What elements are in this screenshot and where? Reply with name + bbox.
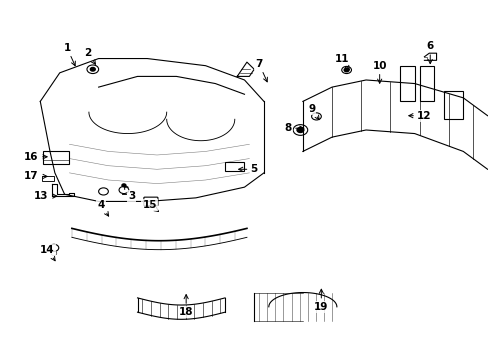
- Circle shape: [296, 127, 303, 132]
- Text: 13: 13: [34, 191, 57, 201]
- Text: 1: 1: [63, 43, 75, 66]
- Circle shape: [344, 68, 348, 72]
- Bar: [443, 91, 462, 119]
- Bar: [419, 66, 433, 102]
- Text: 10: 10: [372, 61, 386, 83]
- Text: 2: 2: [84, 48, 95, 64]
- Text: 16: 16: [24, 152, 47, 162]
- FancyBboxPatch shape: [143, 197, 158, 206]
- Text: 17: 17: [24, 171, 47, 181]
- Text: 18: 18: [179, 294, 193, 317]
- Bar: [224, 162, 244, 171]
- Text: 12: 12: [408, 111, 431, 121]
- Text: 6: 6: [426, 41, 433, 64]
- Bar: [399, 66, 414, 102]
- Circle shape: [122, 184, 125, 187]
- Text: 11: 11: [334, 54, 348, 69]
- Text: 3: 3: [124, 185, 135, 201]
- Text: 9: 9: [307, 104, 319, 120]
- Text: 7: 7: [255, 59, 267, 82]
- Circle shape: [90, 67, 95, 71]
- Text: 4: 4: [97, 200, 108, 216]
- Bar: [41, 176, 54, 181]
- Text: 5: 5: [238, 164, 257, 174]
- Text: 14: 14: [40, 245, 55, 261]
- Text: 19: 19: [313, 289, 328, 312]
- Text: 8: 8: [284, 123, 303, 133]
- Text: 15: 15: [142, 200, 158, 212]
- Bar: [42, 152, 69, 164]
